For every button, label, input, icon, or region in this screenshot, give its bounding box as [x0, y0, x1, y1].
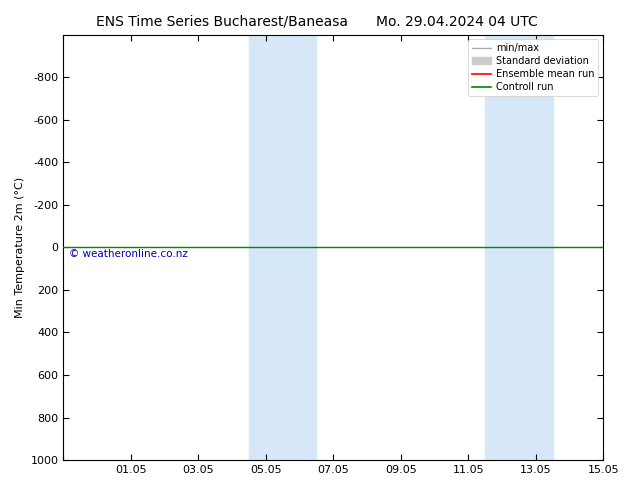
Text: Mo. 29.04.2024 04 UTC: Mo. 29.04.2024 04 UTC	[375, 15, 538, 29]
Bar	[485, 35, 553, 460]
Y-axis label: Min Temperature 2m (°C): Min Temperature 2m (°C)	[15, 177, 25, 318]
Bar	[249, 35, 316, 460]
Text: © weatheronline.co.nz: © weatheronline.co.nz	[69, 249, 188, 260]
Text: ENS Time Series Bucharest/Baneasa: ENS Time Series Bucharest/Baneasa	[96, 15, 348, 29]
Legend: min/max, Standard deviation, Ensemble mean run, Controll run: min/max, Standard deviation, Ensemble me…	[468, 40, 598, 96]
